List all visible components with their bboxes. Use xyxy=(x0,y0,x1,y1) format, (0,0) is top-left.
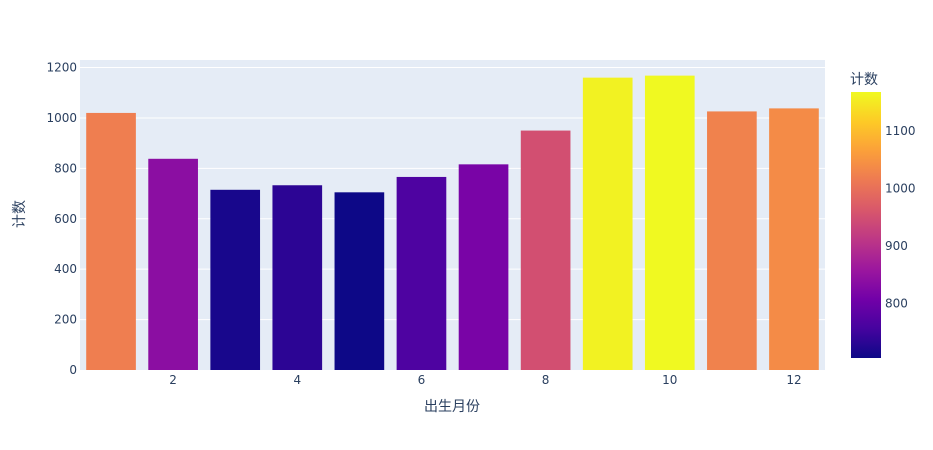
x-tick-label: 4 xyxy=(293,373,301,387)
bar-month-6 xyxy=(396,176,447,370)
bar-month-11 xyxy=(707,111,757,370)
colorbar-tick-label: 900 xyxy=(885,239,908,253)
x-axis-title: 出生月份 xyxy=(424,399,480,415)
y-tick-label: 1000 xyxy=(46,111,77,125)
bar-month-12 xyxy=(769,108,819,370)
x-tick-label: 2 xyxy=(169,373,177,387)
y-tick-label: 800 xyxy=(54,161,77,175)
colorbar: 计数 800 900 1000 1100 xyxy=(850,72,916,358)
colorbar-tick-labels: 800 900 1000 1100 xyxy=(885,124,916,310)
y-tick-label: 200 xyxy=(54,313,77,327)
y-tick-label: 1200 xyxy=(46,61,77,75)
x-tick-label: 6 xyxy=(418,373,426,387)
colorbar-tick-label: 1100 xyxy=(885,124,916,138)
bars xyxy=(86,75,819,371)
x-tick-label: 12 xyxy=(786,373,801,387)
gridlines xyxy=(80,67,825,321)
colorbar-title: 计数 xyxy=(850,72,878,88)
bar-month-1 xyxy=(86,112,136,371)
bar-month-3 xyxy=(210,189,261,370)
plot-background xyxy=(80,60,825,370)
colorbar-tick-label: 800 xyxy=(885,296,908,310)
y-tick-labels: 0 200 400 600 800 1000 1200 xyxy=(46,61,77,377)
bar-month-9 xyxy=(582,77,633,370)
x-tick-label: 8 xyxy=(542,373,550,387)
x-tick-label: 10 xyxy=(662,373,677,387)
bar-month-2 xyxy=(148,158,198,370)
bar-month-4 xyxy=(272,185,323,370)
y-tick-label: 400 xyxy=(54,262,77,276)
y-axis-title: 计数 xyxy=(12,200,28,228)
bar-month-5 xyxy=(334,192,385,370)
colorbar-gradient xyxy=(851,92,881,358)
bar-month-10 xyxy=(644,75,695,371)
y-tick-label: 600 xyxy=(54,212,77,226)
colorbar-tick-label: 1000 xyxy=(885,182,916,196)
y-tick-label: 0 xyxy=(69,363,77,377)
bar-month-7 xyxy=(458,164,509,370)
bar-month-8 xyxy=(520,130,571,370)
x-tick-labels: 2 4 6 8 10 12 xyxy=(169,373,801,387)
